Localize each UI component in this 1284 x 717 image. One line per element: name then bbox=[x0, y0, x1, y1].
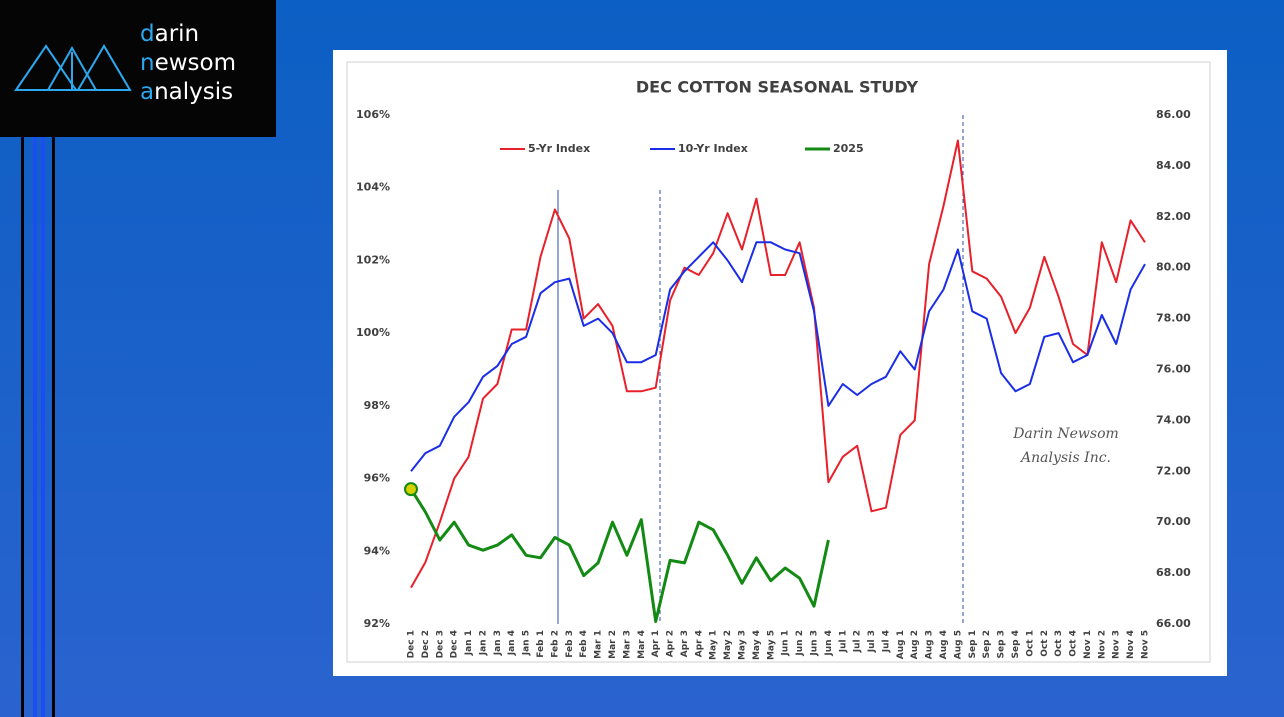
x-tick-label: Oct 3 bbox=[1054, 630, 1064, 657]
series-line bbox=[410, 139, 1146, 589]
x-tick-label: Oct 2 bbox=[1040, 630, 1050, 657]
y2-tick-label: 66.00 bbox=[1156, 617, 1191, 630]
decor-line bbox=[41, 137, 45, 717]
y-tick-label: 96% bbox=[364, 472, 390, 485]
x-tick-label: Oct 1 bbox=[1025, 630, 1035, 657]
x-tick-label: Nov 2 bbox=[1097, 630, 1107, 659]
x-tick-label: May 3 bbox=[738, 630, 748, 660]
legend-label: 2025 bbox=[833, 142, 864, 155]
logo-text: darin newsom analysis bbox=[140, 20, 236, 107]
chart-border bbox=[346, 61, 1211, 663]
x-tick-label: Sep 1 bbox=[968, 630, 978, 658]
x-tick-label: May 4 bbox=[752, 630, 762, 660]
x-tick-label: Jan 2 bbox=[478, 630, 488, 656]
x-tick-label: Nov 5 bbox=[1141, 630, 1151, 659]
logo-line: darin bbox=[140, 21, 200, 47]
decor-line bbox=[21, 137, 24, 717]
x-tick-label: Jan 3 bbox=[493, 630, 503, 656]
decor-line bbox=[33, 137, 37, 717]
x-tick-label: Aug 2 bbox=[910, 630, 920, 659]
x-tick-label: Jul 3 bbox=[867, 630, 877, 653]
x-tick-label: Apr 1 bbox=[651, 630, 661, 657]
y2-tick-label: 86.00 bbox=[1156, 108, 1191, 121]
x-tick-label: Apr 3 bbox=[680, 630, 690, 657]
x-tick-label: Nov 1 bbox=[1083, 630, 1093, 659]
x-tick-label: Aug 1 bbox=[896, 630, 906, 659]
chart-title: DEC COTTON SEASONAL STUDY bbox=[636, 78, 919, 97]
y-tick-label: 106% bbox=[356, 108, 390, 121]
x-tick-label: Jul 2 bbox=[853, 630, 863, 653]
y2-tick-label: 84.00 bbox=[1156, 159, 1191, 172]
y2-tick-label: 80.00 bbox=[1156, 261, 1191, 274]
y2-tick-label: 70.00 bbox=[1156, 515, 1191, 528]
x-tick-label: Aug 3 bbox=[925, 630, 935, 659]
x-tick-label: Nov 4 bbox=[1126, 630, 1136, 659]
x-tick-label: Oct 4 bbox=[1069, 630, 1079, 657]
x-tick-label: Sep 4 bbox=[1011, 630, 1021, 658]
y-tick-label: 102% bbox=[356, 253, 390, 266]
x-tick-label: Sep 2 bbox=[982, 630, 992, 658]
series-line bbox=[409, 488, 830, 623]
x-tick-label: Dec 4 bbox=[450, 630, 460, 658]
x-tick-label: Feb 1 bbox=[536, 630, 546, 658]
x-tick-label: Sep 3 bbox=[997, 630, 1007, 658]
logo-line: analysis bbox=[140, 79, 234, 105]
y-tick-label: 104% bbox=[356, 181, 390, 194]
x-tick-label: Mar 3 bbox=[622, 630, 632, 659]
x-tick-label: Apr 2 bbox=[666, 630, 676, 657]
x-tick-label: Jun 4 bbox=[824, 630, 834, 657]
y-tick-label: 98% bbox=[364, 399, 390, 412]
legend-label: 10-Yr Index bbox=[678, 142, 748, 155]
series-line bbox=[410, 241, 1146, 472]
x-tick-label: Mar 1 bbox=[594, 630, 604, 659]
x-tick-label: Jul 1 bbox=[838, 630, 848, 653]
y2-tick-label: 76.00 bbox=[1156, 363, 1191, 376]
logo-line: newsom bbox=[140, 50, 236, 76]
x-tick-label: Jan 4 bbox=[507, 630, 517, 656]
x-tick-label: Dec 3 bbox=[435, 630, 445, 658]
y2-tick-label: 74.00 bbox=[1156, 413, 1191, 426]
y-tick-label: 92% bbox=[364, 617, 390, 630]
x-tick-label: Apr 4 bbox=[694, 630, 704, 657]
y2-tick-label: 82.00 bbox=[1156, 210, 1191, 223]
x-tick-label: Aug 4 bbox=[939, 630, 949, 659]
y-tick-label: 94% bbox=[364, 544, 390, 557]
chart-background bbox=[333, 50, 1227, 676]
annotation: Darin Newsom bbox=[1012, 426, 1119, 442]
x-tick-label: Jun 2 bbox=[795, 630, 805, 657]
y-tick-label: 100% bbox=[356, 326, 390, 339]
x-tick-label: Jun 3 bbox=[809, 630, 819, 657]
y2-tick-label: 78.00 bbox=[1156, 312, 1191, 325]
x-tick-label: Mar 4 bbox=[637, 630, 647, 659]
logo: darin newsom analysis bbox=[0, 0, 276, 137]
x-tick-label: Jun 1 bbox=[781, 630, 791, 657]
x-tick-label: Jan 5 bbox=[522, 630, 532, 656]
logo-icon bbox=[14, 44, 132, 91]
x-tick-label: Mar 2 bbox=[608, 630, 618, 659]
x-tick-label: Aug 5 bbox=[953, 630, 963, 659]
x-tick-label: Nov 3 bbox=[1112, 630, 1122, 659]
x-tick-label: Feb 2 bbox=[550, 630, 560, 658]
start-marker bbox=[404, 482, 418, 497]
x-tick-label: Jan 1 bbox=[464, 630, 474, 656]
x-tick-label: Dec 2 bbox=[421, 630, 431, 658]
x-tick-label: Jul 4 bbox=[881, 630, 891, 653]
legend-label: 5-Yr Index bbox=[528, 142, 590, 155]
x-tick-label: Dec 1 bbox=[407, 630, 417, 658]
y2-tick-label: 72.00 bbox=[1156, 464, 1191, 477]
y2-tick-label: 68.00 bbox=[1156, 566, 1191, 579]
annotation: Analysis Inc. bbox=[1019, 450, 1111, 466]
x-tick-label: May 5 bbox=[766, 630, 776, 660]
x-tick-label: May 1 bbox=[709, 630, 719, 660]
decor-line bbox=[52, 137, 55, 717]
x-tick-label: Feb 4 bbox=[579, 630, 589, 658]
x-tick-label: May 2 bbox=[723, 630, 733, 660]
x-tick-label: Feb 3 bbox=[565, 630, 575, 658]
